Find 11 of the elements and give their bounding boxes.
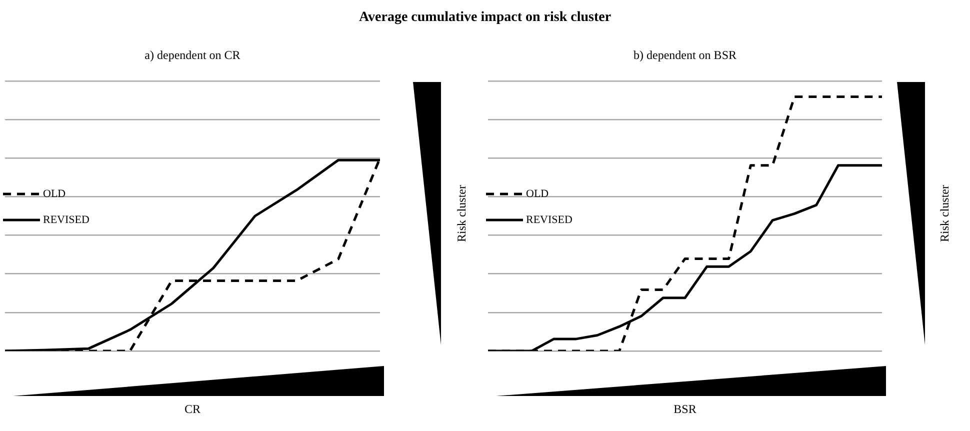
legend-label: OLD [43,188,66,200]
chart-subtitle: b) dependent on BSR [632,48,738,63]
legend-label: OLD [526,188,549,200]
y-axis-title: Risk cluster [938,184,952,244]
y-axis-title: Risk cluster [454,184,470,244]
x-axis-title: BSR [672,402,698,417]
x-axis-title: CR [183,402,202,417]
text: Average cumulative impact on risk cluster [358,10,612,26]
chart-subtitle: a) dependent on CR [144,48,242,63]
legend-label: REVISED [43,214,90,226]
legend-label: REVISED [526,214,572,226]
